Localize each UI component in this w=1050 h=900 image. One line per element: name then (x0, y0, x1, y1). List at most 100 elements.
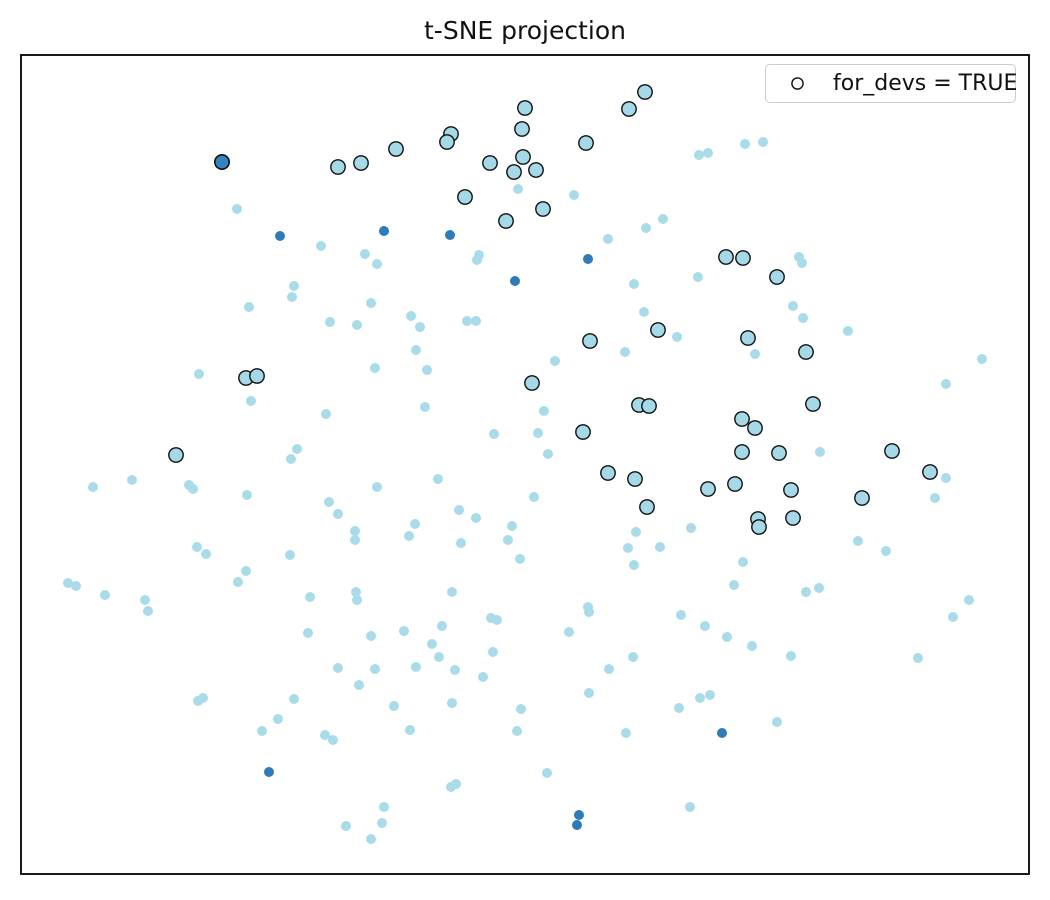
scatter-point (285, 550, 295, 560)
scatter-point (769, 269, 785, 285)
scatter-point (292, 444, 302, 454)
scatter-point (233, 577, 243, 587)
scatter-point (750, 349, 760, 359)
scatter-point (372, 482, 382, 492)
open-circle-icon (791, 77, 804, 90)
scatter-point (100, 590, 110, 600)
scatter-point (405, 725, 415, 735)
scatter-point (815, 447, 825, 457)
scatter-point (517, 100, 533, 116)
scatter-point (727, 476, 743, 492)
scatter-point (758, 137, 768, 147)
scatter-point (457, 189, 473, 205)
scatter-point (422, 365, 432, 375)
scatter-point (325, 317, 335, 327)
scatter-point (740, 330, 756, 346)
scatter-point (377, 818, 387, 828)
scatter-point (695, 693, 705, 703)
series-points-dark-blue (264, 226, 727, 830)
scatter-point (411, 662, 421, 672)
scatter-point (516, 704, 526, 714)
scatter-point (814, 583, 824, 593)
scatter-point (735, 250, 751, 266)
scatter-point (352, 595, 362, 605)
scatter-point (524, 375, 540, 391)
scatter-point (977, 354, 987, 364)
scatter-point (244, 302, 254, 312)
scatter-point (447, 698, 457, 708)
scatter-point (694, 150, 704, 160)
scatter-point (771, 445, 787, 461)
scatter-point (433, 474, 443, 484)
scatter-point (366, 834, 376, 844)
scatter-point (71, 581, 81, 591)
scatter-point (514, 121, 530, 137)
scatter-point (529, 492, 539, 502)
scatter-point (354, 680, 364, 690)
scatter-point (316, 241, 326, 251)
scatter-point (641, 398, 657, 414)
scatter-point (650, 322, 666, 338)
scatter-point (941, 379, 951, 389)
scatter-point (389, 701, 399, 711)
scatter-point (194, 369, 204, 379)
scatter-point (722, 632, 732, 642)
scatter-point (249, 368, 265, 384)
scatter-point (854, 490, 870, 506)
scatter-point (705, 690, 715, 700)
scatter-point (533, 428, 543, 438)
scatter-point (783, 482, 799, 498)
scatter-point (506, 164, 522, 180)
scatter-point (747, 420, 763, 436)
scatter-point (843, 326, 853, 336)
scatter-point (574, 810, 584, 820)
scatter-point (406, 311, 416, 321)
scatter-point (620, 347, 630, 357)
scatter-point (489, 429, 499, 439)
scatter-point (913, 653, 923, 663)
scatter-point (352, 320, 362, 330)
scatter-point (631, 527, 641, 537)
scatter-point (63, 578, 73, 588)
scatter-point (655, 542, 665, 552)
scatter-point (498, 213, 514, 229)
scatter-point (528, 162, 544, 178)
scatter-point (478, 672, 488, 682)
scatter-point (264, 767, 274, 777)
scatter-point (324, 497, 334, 507)
scatter-point (510, 276, 520, 286)
legend-label: for_devs = TRUE (833, 71, 1018, 96)
scatter-point (168, 447, 184, 463)
legend: for_devs = TRUE (765, 64, 1018, 103)
chart-title: t-SNE projection (424, 16, 626, 45)
scatter-point (639, 307, 649, 317)
scatter-point (140, 595, 150, 605)
scatter-point (192, 542, 202, 552)
scatter-point (582, 333, 598, 349)
scatter-point (372, 259, 382, 269)
scatter-point (232, 204, 242, 214)
scatter-point (379, 802, 389, 812)
scatter-point (360, 249, 370, 259)
scatter-point (674, 703, 684, 713)
scatter-point (370, 664, 380, 674)
scatter-point (201, 549, 211, 559)
scatter-point (321, 409, 331, 419)
scatter-point (366, 298, 376, 308)
scatter-point (922, 464, 938, 480)
scatter-point (700, 621, 710, 631)
scatter-point (641, 223, 651, 233)
scatter-point (328, 735, 338, 745)
scatter-point (303, 628, 313, 638)
scatter-point (411, 345, 421, 355)
scatter-point (798, 313, 808, 323)
scatter-point (543, 449, 553, 459)
scatter-point (273, 714, 283, 724)
scatter-point (572, 820, 582, 830)
scatter-point (445, 230, 455, 240)
series-for-devs-true-outlined (168, 84, 938, 535)
scatter-point (333, 509, 343, 519)
scatter-point (127, 475, 137, 485)
scatter-point (637, 84, 653, 100)
scatter-point (286, 454, 296, 464)
